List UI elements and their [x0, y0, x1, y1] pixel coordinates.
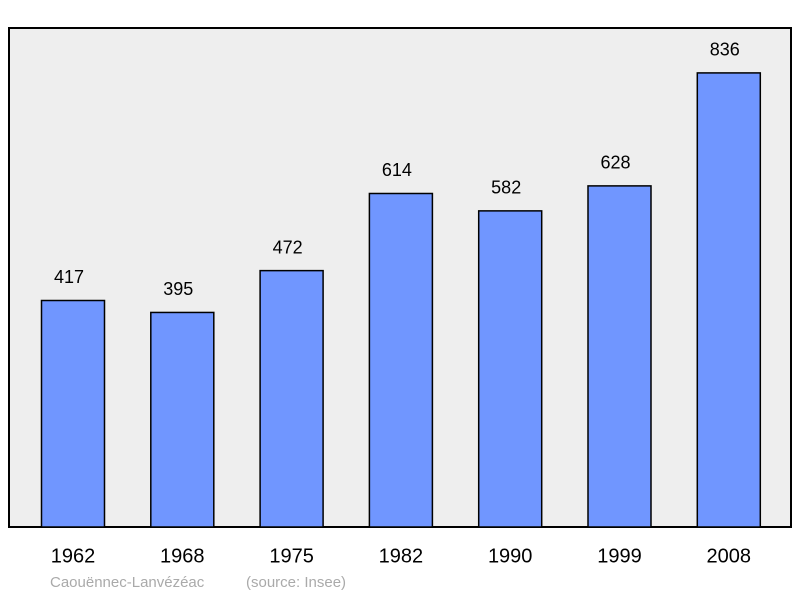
source-note: (source: Insee) [246, 574, 346, 591]
x-tick-label: 1962 [51, 545, 96, 567]
x-tick-label: 1982 [379, 545, 424, 567]
bar [696, 72, 762, 528]
value-label: 614 [382, 160, 412, 180]
bar [259, 269, 324, 528]
bar [587, 185, 652, 528]
bar [40, 299, 106, 528]
x-tick-label: 1999 [597, 545, 642, 567]
bar [150, 311, 215, 528]
value-label: 628 [600, 153, 630, 173]
chart-title: Caouënnec-Lanvézéac [50, 574, 205, 591]
value-label: 582 [491, 178, 521, 198]
value-label: 395 [163, 279, 193, 299]
bar [368, 192, 434, 528]
value-label: 472 [273, 237, 303, 257]
x-tick-label: 2008 [707, 545, 752, 567]
x-tick-label: 1990 [488, 545, 533, 567]
value-label: 836 [710, 40, 740, 60]
x-tick-label: 1968 [160, 545, 205, 567]
value-label: 417 [54, 267, 84, 287]
bar [477, 210, 543, 528]
x-tick-label: 1975 [269, 545, 314, 567]
